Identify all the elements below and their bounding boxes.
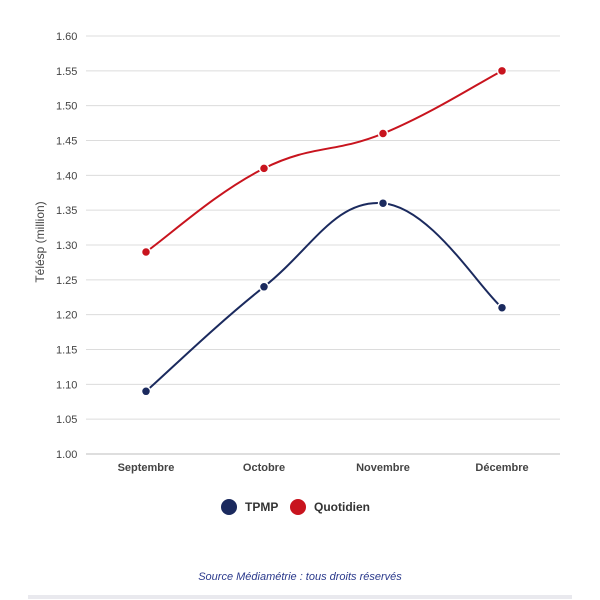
footer-divider <box>28 595 572 599</box>
y-axis-title: Télésp (million) <box>33 201 47 282</box>
y-tick-label: 1.25 <box>56 275 77 287</box>
legend-swatch-quotidien <box>290 499 306 515</box>
y-tick-label: 1.45 <box>56 136 77 148</box>
data-point-quotidien <box>258 163 270 174</box>
y-tick-label: 1.30 <box>56 240 77 252</box>
y-tick-label: 1.40 <box>56 170 77 182</box>
source-note: Source Médiamétrie : tous droits réservé… <box>198 571 402 583</box>
y-tick-label: 1.55 <box>56 66 77 78</box>
y-tick-label: 1.00 <box>56 449 77 461</box>
legend: TPMP Quotidien <box>221 499 370 515</box>
data-point-tpmp <box>377 197 389 209</box>
series-line-quotidien <box>145 69 503 253</box>
data-point-quotidien <box>140 246 152 258</box>
grid-lines <box>86 35 560 455</box>
x-category-label: Décembre <box>475 462 528 474</box>
y-tick-label: 1.15 <box>56 345 77 357</box>
data-points <box>140 65 508 397</box>
data-point-tpmp <box>496 302 508 313</box>
x-axis-category-labels: Septembre Octobre Novembre Décembre <box>118 462 529 474</box>
y-tick-label: 1.20 <box>56 310 77 322</box>
x-category-label: Octobre <box>243 462 285 474</box>
y-tick-label: 1.10 <box>56 379 77 391</box>
legend-label-tpmp: TPMP <box>245 500 278 514</box>
series-line-tpmp <box>145 202 503 393</box>
y-tick-label: 1.50 <box>56 101 77 113</box>
data-point-tpmp <box>258 281 270 293</box>
data-point-quotidien <box>377 128 389 139</box>
y-axis-tick-labels: 1.00 1.05 1.10 1.15 1.20 1.25 1.30 1.35 1.40 1.45… <box>56 31 77 461</box>
y-tick-label: 1.05 <box>56 414 77 426</box>
x-category-label: Novembre <box>356 462 410 474</box>
x-category-label: Septembre <box>118 462 175 474</box>
data-point-quotidien <box>496 65 508 77</box>
legend-label-quotidien: Quotidien <box>314 500 370 514</box>
data-point-tpmp <box>140 386 152 397</box>
legend-swatch-tpmp <box>221 499 237 515</box>
y-tick-label: 1.35 <box>56 205 77 217</box>
y-tick-label: 1.60 <box>56 31 77 43</box>
series-lines <box>145 69 503 393</box>
